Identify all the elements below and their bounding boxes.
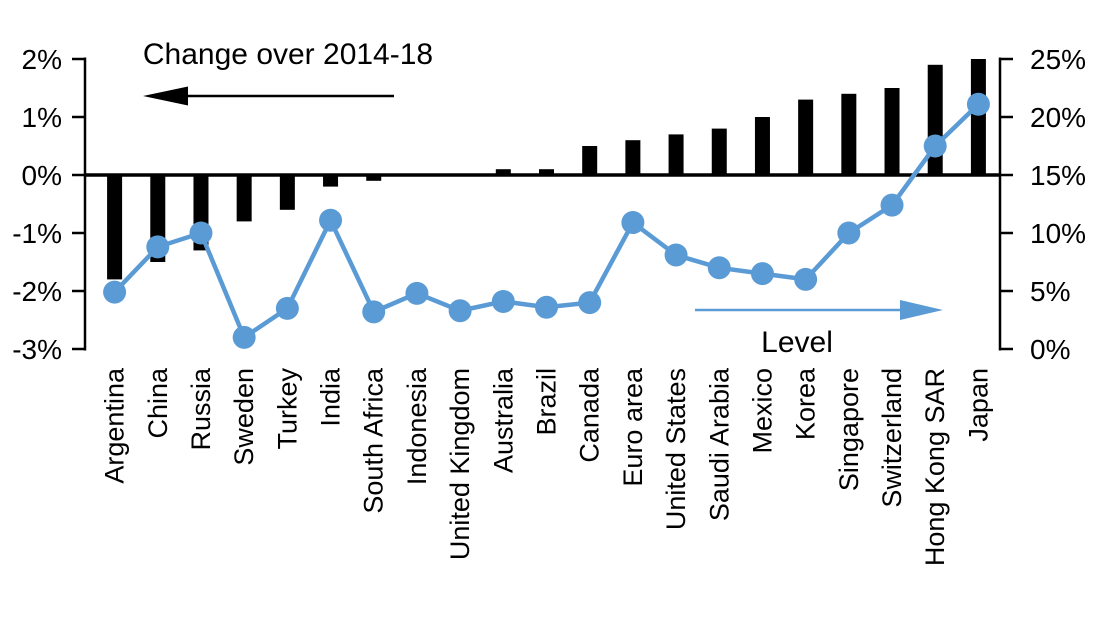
- bar-argentina: [107, 175, 123, 280]
- right-axis-tick-label: 0%: [1030, 334, 1070, 365]
- category-label: India: [316, 367, 346, 427]
- marker-japan: [966, 92, 990, 116]
- bar-japan: [970, 59, 986, 175]
- category-label: Japan: [963, 368, 993, 442]
- right-axis-tick-label: 20%: [1030, 102, 1086, 133]
- bar-series-annotation-label: Change over 2014-18: [143, 38, 433, 71]
- marker-hong-kong-sar: [923, 134, 947, 158]
- bar-euro-area: [625, 140, 641, 175]
- marker-korea: [794, 267, 818, 291]
- category-axis-labels: Argentina China Russia Sweden Turkey India Sou…: [100, 367, 994, 566]
- marker-south-africa: [362, 300, 386, 324]
- marker-brazil: [535, 295, 558, 319]
- marker-sweden: [232, 325, 256, 349]
- category-label: Switzerland: [877, 368, 907, 508]
- category-label: Indonesia: [402, 367, 432, 485]
- right-axis-tick-label: 15%: [1030, 160, 1086, 191]
- right-axis-tick-label: 5%: [1030, 276, 1070, 307]
- bar-canada: [582, 146, 598, 175]
- line-series-annotation-label: Level: [761, 326, 833, 359]
- marker-india: [319, 208, 343, 232]
- category-label: Singapore: [834, 368, 864, 491]
- left-axis-tick-label: 1%: [22, 102, 62, 133]
- left-axis-tick-label: -3%: [12, 334, 62, 365]
- category-label: Euro area: [618, 367, 648, 487]
- marker-singapore: [837, 221, 861, 245]
- left-axis-tick-label: 2%: [22, 44, 62, 75]
- bar-brazil: [539, 169, 554, 175]
- right-axis-tick-label: 10%: [1030, 218, 1086, 249]
- marker-euro-area: [621, 211, 645, 235]
- category-label: Korea: [791, 367, 821, 440]
- left-arrow-icon: [143, 86, 394, 106]
- category-label: Argentina: [100, 367, 130, 484]
- bar-united-states: [668, 134, 684, 175]
- line-series: [103, 92, 990, 349]
- category-label: Canada: [575, 367, 605, 463]
- category-label: Saudi Arabia: [704, 367, 734, 521]
- bar-singapore: [841, 93, 857, 175]
- category-label: United States: [661, 368, 691, 530]
- bar-saudi-arabia: [711, 128, 727, 175]
- left-axis-tick-label: -1%: [12, 218, 62, 249]
- marker-switzerland: [880, 193, 904, 217]
- marker-china: [146, 235, 170, 259]
- marker-indonesia: [405, 281, 429, 305]
- right-arrow-icon: [695, 300, 943, 320]
- marker-argentina: [103, 280, 127, 304]
- bar-switzerland: [884, 88, 900, 175]
- marker-turkey: [275, 296, 299, 320]
- right-axis-tick-label: 25%: [1030, 44, 1086, 75]
- category-label: Brazil: [532, 368, 562, 436]
- marker-australia: [491, 289, 515, 313]
- bar-australia: [495, 169, 511, 175]
- category-label: Australia: [488, 367, 518, 473]
- bar-south-africa: [366, 175, 382, 181]
- bar-series: [107, 59, 986, 280]
- marker-canada: [578, 291, 602, 315]
- marker-united-states: [664, 243, 688, 267]
- bar-mexico: [754, 117, 770, 175]
- category-label: Hong Kong SAR: [920, 368, 950, 566]
- bar-korea: [798, 99, 814, 175]
- category-label: China: [143, 367, 173, 439]
- left-axis-tick-label: -2%: [12, 276, 62, 307]
- category-label: South Africa: [359, 367, 389, 514]
- category-label: Russia: [186, 367, 216, 451]
- marker-united-kingdom: [448, 299, 472, 323]
- marker-russia: [189, 221, 213, 245]
- category-label: Mexico: [747, 368, 777, 454]
- marker-mexico: [750, 262, 774, 286]
- bar-india: [323, 175, 339, 187]
- bar-turkey: [279, 175, 295, 210]
- category-label: United Kingdom: [445, 368, 475, 560]
- category-label: Sweden: [229, 368, 259, 466]
- category-label: Turkey: [272, 368, 302, 450]
- marker-saudi-arabia: [707, 256, 731, 280]
- left-axis-tick-label: 0%: [22, 160, 62, 191]
- bar-hong-kong-sar: [927, 64, 943, 175]
- bar-sweden: [236, 175, 252, 222]
